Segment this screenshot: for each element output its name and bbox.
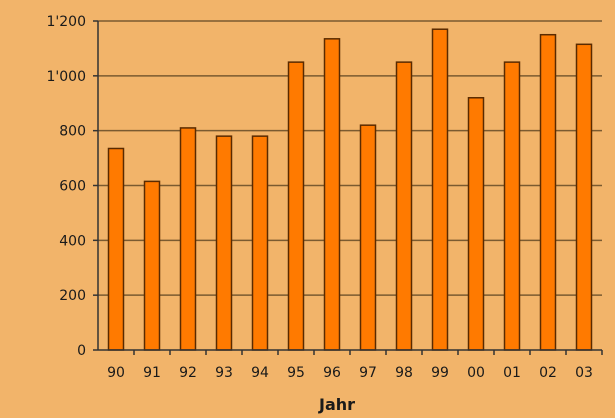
x-tick-label: 99: [431, 365, 449, 381]
bar-97: [359, 124, 377, 351]
bar-01: [503, 61, 521, 351]
x-tick-label: 00: [467, 365, 485, 381]
bar-90: [107, 147, 125, 351]
y-tick-label: 200: [59, 288, 86, 304]
y-tick-label: 0: [77, 343, 86, 359]
bar-92: [179, 127, 197, 351]
x-axis-title: Jahr: [318, 395, 355, 414]
x-tick-label: 97: [359, 365, 377, 381]
y-axis-ticks: 0 200 400 600 800 1'000 1'200: [47, 14, 98, 359]
bar-98: [395, 61, 413, 351]
bar-02: [539, 33, 557, 351]
x-tick-label: 95: [287, 365, 305, 381]
x-tick-label: 98: [395, 365, 413, 381]
bar-00: [467, 97, 485, 351]
bar-03: [575, 43, 593, 351]
x-tick-label: 93: [215, 365, 233, 381]
bar-94: [251, 135, 269, 351]
x-tick-label: 92: [179, 365, 197, 381]
x-tick-label: 01: [503, 365, 521, 381]
x-tick-label: 96: [323, 365, 341, 381]
x-axis-ticks: 90 91 92 93 94 95 96 97 98 99 00 01 02 03: [107, 350, 603, 381]
x-tick-label: 94: [251, 365, 269, 381]
x-tick-label: 91: [143, 365, 161, 381]
bar-96: [323, 38, 341, 351]
bar-95: [287, 61, 305, 351]
y-tick-label: 400: [59, 233, 86, 249]
y-tick-label: 600: [59, 179, 86, 195]
x-tick-label: 02: [539, 365, 557, 381]
bar-91: [143, 180, 161, 351]
y-tick-label: 1'200: [47, 14, 86, 30]
x-tick-label: 90: [107, 365, 125, 381]
bar-99: [431, 28, 449, 351]
x-tick-label: 03: [575, 365, 593, 381]
y-tick-label: 800: [59, 124, 86, 140]
bar-93: [215, 135, 233, 351]
bars: [107, 28, 593, 351]
y-tick-label: 1'000: [47, 69, 86, 85]
gridlines: [98, 20, 602, 296]
